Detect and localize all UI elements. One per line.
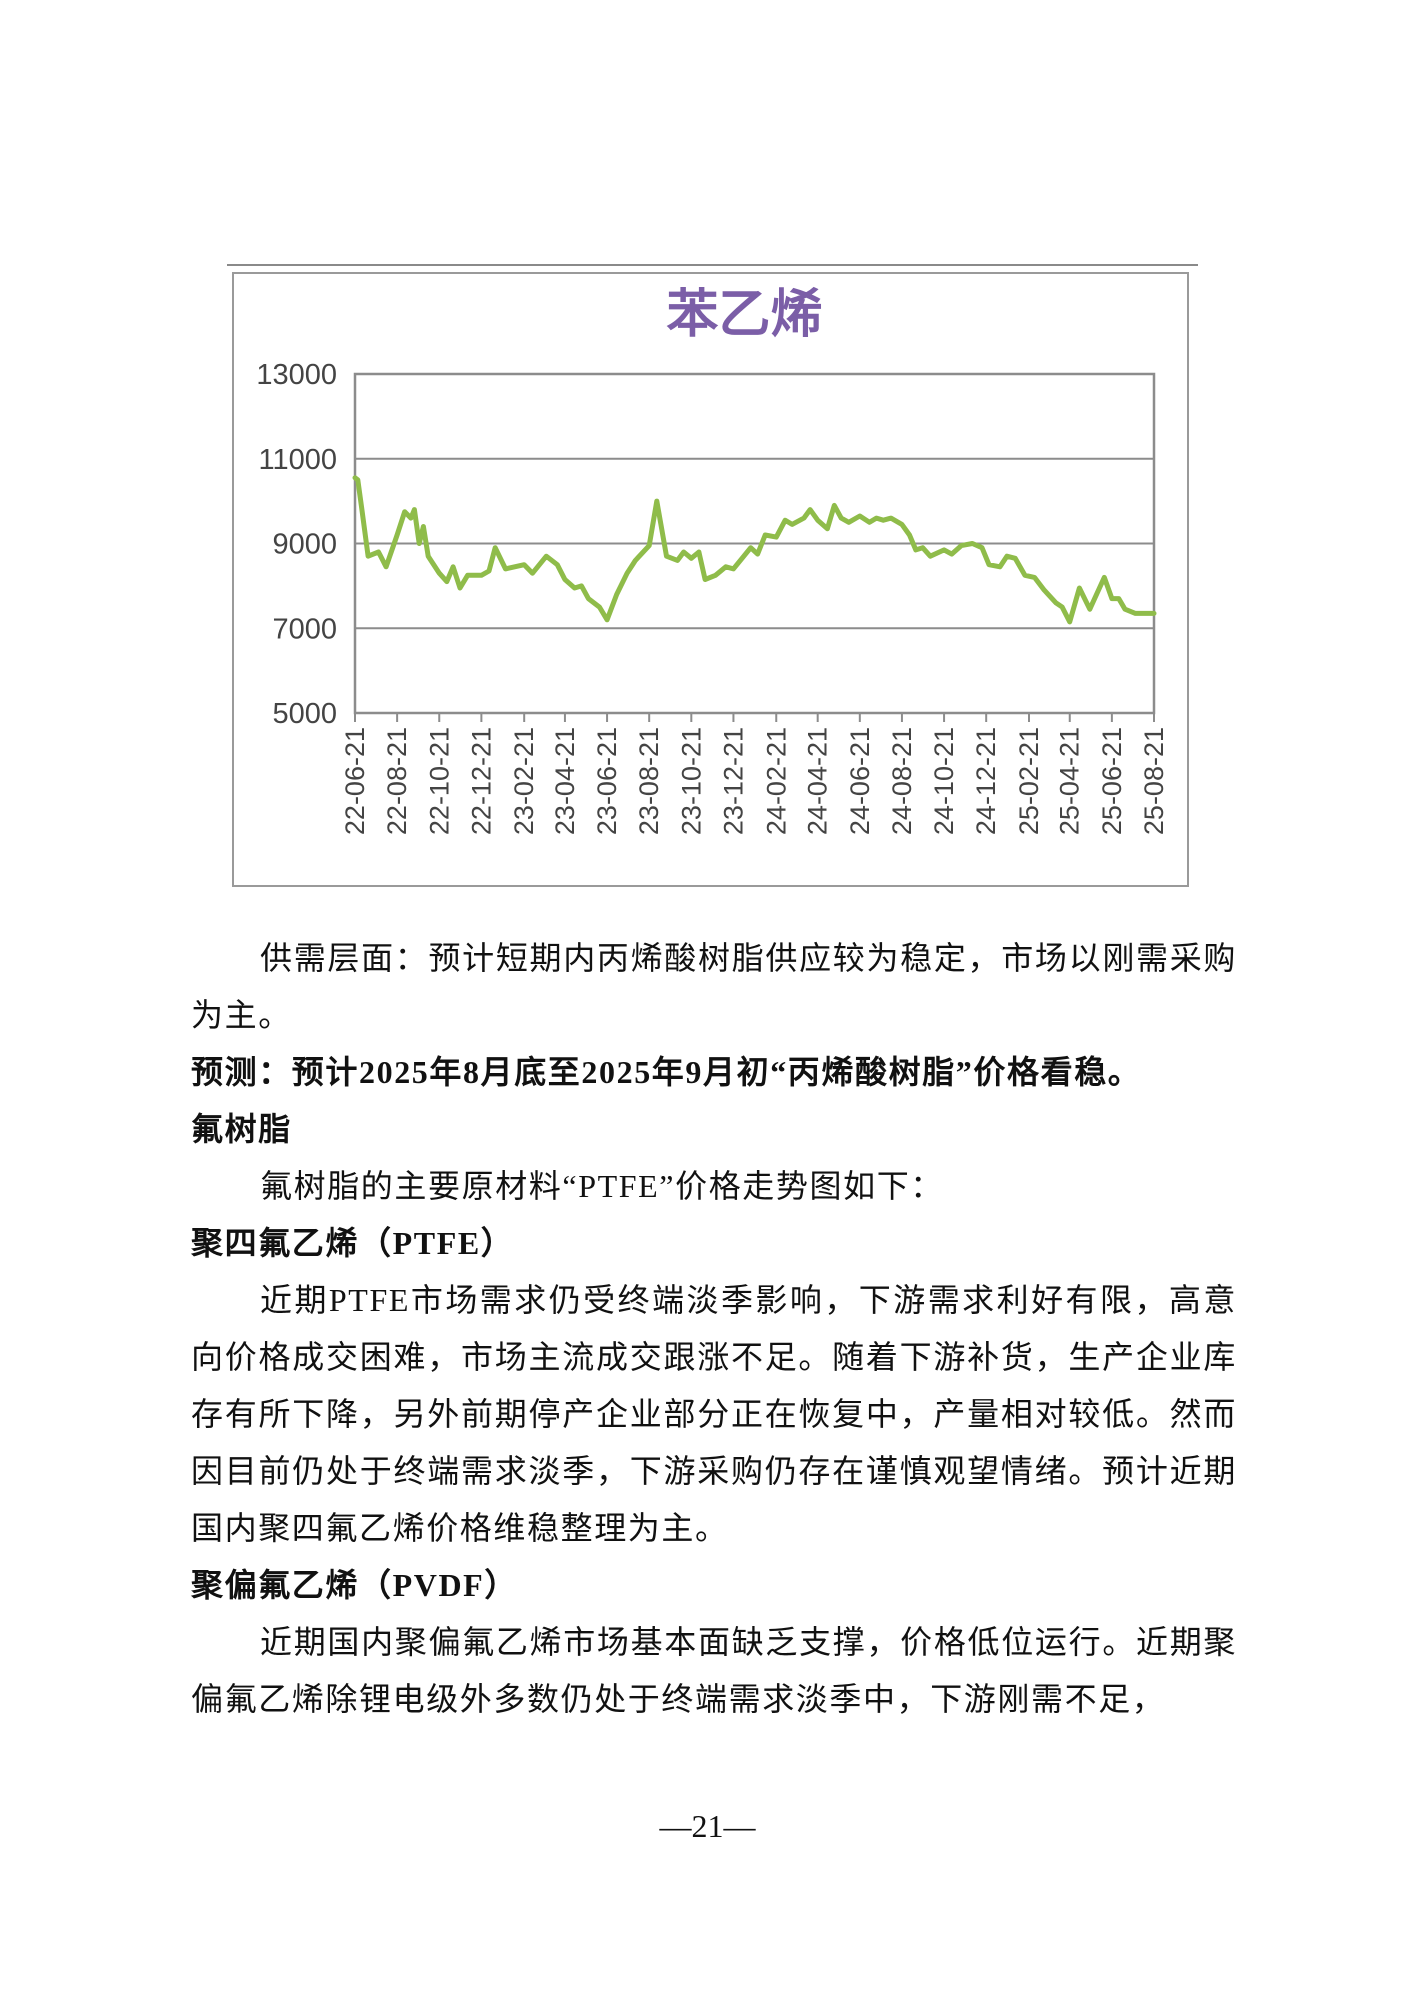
x-tick-label: 23-06-21 xyxy=(592,727,622,835)
x-tick-label: 24-02-21 xyxy=(761,727,791,835)
x-tick-label: 22-10-21 xyxy=(424,727,454,835)
y-tick-label: 7000 xyxy=(272,613,337,645)
x-tick-label: 22-12-21 xyxy=(466,727,496,835)
x-tick-label: 24-12-21 xyxy=(971,727,1001,835)
x-tick-label: 22-08-21 xyxy=(382,727,412,835)
chart-svg: 苯乙烯 5000 7000 9000 11000 13000 22-06-21 22-08-2… xyxy=(256,285,1169,835)
x-tick-label: 23-02-21 xyxy=(509,727,539,835)
paragraph-ptfe-intro: 氟树脂的主要原材料“PTFE”价格走势图如下： xyxy=(260,1168,944,1204)
x-tick-label: 22-06-21 xyxy=(340,727,370,835)
x-tick-label: 23-04-21 xyxy=(550,727,580,835)
x-tick-label: 25-06-21 xyxy=(1097,727,1127,835)
body-text: 供需层面：预计短期内丙烯酸树脂供应较为稳定，市场以刚需采购为主。 预测：预计20… xyxy=(191,930,1237,1728)
x-tick-label: 25-08-21 xyxy=(1139,727,1169,835)
x-tick-label: 25-02-21 xyxy=(1014,727,1044,835)
paragraph-pvdf: 近期国内聚偏氟乙烯市场基本面缺乏支撑，价格低位运行。近期聚偏氟乙烯除锂电级外多数… xyxy=(191,1624,1237,1717)
x-tick-label: 23-08-21 xyxy=(634,727,664,835)
paragraph-supply-demand: 供需层面：预计短期内丙烯酸树脂供应较为稳定，市场以刚需采购为主。 xyxy=(191,940,1237,1033)
paragraph-forecast: 预测：预计2025年8月底至2025年9月初“丙烯酸树脂”价格看稳。 xyxy=(191,1054,1142,1090)
series-line xyxy=(352,475,1157,625)
y-tick-label: 11000 xyxy=(259,444,338,476)
heading-ptfe: 聚四氟乙烯（PTFE） xyxy=(191,1225,515,1261)
y-tick-label: 5000 xyxy=(272,698,337,730)
heading-fluororesin: 氟树脂 xyxy=(191,1111,292,1147)
x-tick-label: 24-06-21 xyxy=(845,727,875,835)
page-number: —21— xyxy=(659,1808,756,1844)
x-tick-label: 23-10-21 xyxy=(676,727,706,835)
y-tick-label: 9000 xyxy=(272,529,337,561)
x-tick-label: 24-10-21 xyxy=(929,727,959,835)
heading-pvdf: 聚偏氟乙烯（PVDF） xyxy=(191,1567,518,1603)
chart-title: 苯乙烯 xyxy=(666,285,822,345)
x-tick-label: 25-04-21 xyxy=(1055,727,1085,835)
x-tick-label: 24-04-21 xyxy=(803,727,833,835)
y-tick-label: 13000 xyxy=(256,359,337,391)
x-tick-label: 23-12-21 xyxy=(718,727,748,835)
styrene-price-chart: 苯乙烯 5000 7000 9000 11000 13000 22-06-21 22-08-2… xyxy=(232,272,1189,887)
header-rule xyxy=(227,264,1198,266)
paragraph-ptfe: 近期PTFE市场需求仍受终端淡季影响，下游需求利好有限，高意向价格成交困难，市场… xyxy=(191,1282,1237,1546)
plot-area-border xyxy=(353,372,1156,715)
x-tick-label: 24-08-21 xyxy=(887,727,917,835)
